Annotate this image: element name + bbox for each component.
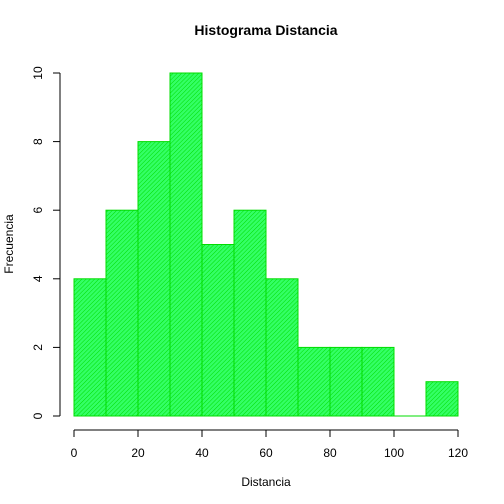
chart-title: Histograma Distancia [194, 22, 337, 38]
histogram-bar-80-90 [329, 346, 363, 417]
histogram-bar-10-20 [105, 209, 139, 417]
x-tick-label: 40 [195, 446, 209, 460]
x-axis: 0 20 40 60 80 100 120 [71, 429, 468, 460]
x-tick-label: 60 [259, 446, 273, 460]
x-tick-label: 100 [384, 446, 404, 460]
y-tick-label: 8 [31, 138, 45, 145]
histogram-bar-90-100 [361, 346, 395, 417]
histogram-bar-110-120 [425, 381, 459, 417]
x-tick-label: 120 [448, 446, 468, 460]
x-axis-label: Distancia [241, 475, 291, 489]
histogram-bar-50-60 [233, 209, 267, 417]
y-tick-label: 6 [31, 207, 45, 214]
x-tick-label: 20 [131, 446, 145, 460]
histogram-bars [73, 72, 459, 417]
y-axis-label: Frecuencia [2, 214, 16, 274]
y-tick-label: 0 [31, 412, 45, 419]
x-tick-label: 80 [323, 446, 337, 460]
y-tick-label: 2 [31, 344, 45, 351]
histogram-bar-60-70 [265, 278, 299, 417]
x-tick-label: 0 [71, 446, 78, 460]
histogram-bar-30-40 [169, 72, 203, 417]
y-tick-label: 10 [31, 66, 45, 80]
histogram-bar-20-30 [137, 141, 171, 417]
histogram-bar-70-80 [297, 346, 331, 417]
histogram-bar-0-10 [73, 278, 107, 417]
histogram-bar-40-50 [201, 244, 235, 417]
y-tick-label: 4 [31, 275, 45, 282]
y-axis: 0 2 4 6 8 10 [31, 66, 61, 419]
